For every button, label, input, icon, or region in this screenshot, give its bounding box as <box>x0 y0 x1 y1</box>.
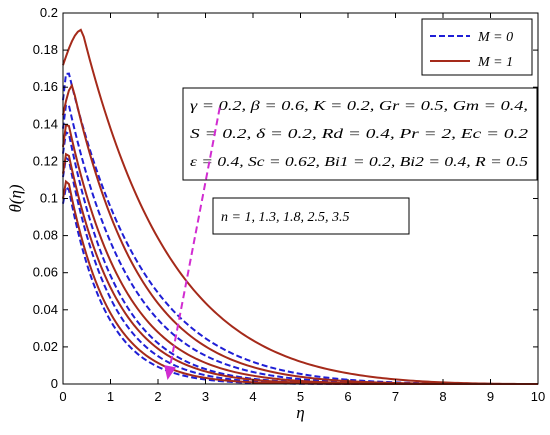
x-tick-labels: 0 1 2 3 4 5 6 7 8 9 10 <box>59 389 545 404</box>
parameter-line-3: ε = 0.4, Sc = 0.62, Bi1 = 0.2, Bi2 = 0.4… <box>190 155 528 170</box>
x-tick-label: 9 <box>487 389 494 404</box>
y-tick-label: 0.04 <box>33 302 58 317</box>
x-tick-label: 6 <box>344 389 351 404</box>
y-tick-label: 0.12 <box>33 153 58 168</box>
y-tick-label: 0.1 <box>40 191 58 206</box>
y-tick-label: 0.16 <box>33 79 58 94</box>
x-tick-label: 0 <box>59 389 66 404</box>
parameter-line-2: S = 0.2, δ = 0.2, Rd = 0.4, Pr = 2, Ec =… <box>190 127 528 142</box>
y-tick-label: 0.2 <box>40 5 58 20</box>
legend-box <box>421 18 533 76</box>
x-tick-label: 10 <box>531 389 545 404</box>
annotation: n = 1, 1.3, 1.8, 2.5, 3.5 <box>164 107 410 380</box>
x-tick-label: 3 <box>202 389 209 404</box>
y-tick-label: 0.06 <box>33 265 58 280</box>
legend-label-m0: M = 0 <box>477 30 513 45</box>
legend-label-m1: M = 1 <box>477 55 513 70</box>
annotation-arrowhead <box>164 365 177 380</box>
y-tick-label: 0.18 <box>33 42 58 57</box>
y-tick-label: 0.14 <box>33 116 58 131</box>
y-tick-label: 0 <box>51 376 58 391</box>
x-tick-label: 8 <box>439 389 446 404</box>
annotation-text: n = 1, 1.3, 1.8, 2.5, 3.5 <box>221 210 349 225</box>
annotation-arrow <box>168 107 221 371</box>
x-axis-label: η <box>296 403 304 422</box>
y-tick-labels: 0 0.02 0.04 0.06 0.08 0.1 0.12 0.14 0.16 0.18 0.2 <box>33 5 58 391</box>
x-tick-label: 7 <box>392 389 399 404</box>
x-tick-label: 1 <box>107 389 114 404</box>
x-tick-label: 4 <box>249 389 256 404</box>
legend: M = 0 M = 1 <box>421 18 533 76</box>
y-tick-label: 0.02 <box>33 339 58 354</box>
parameter-line-1: γ = 0.2, β = 0.6, K = 0.2, Gr = 0.5, Gm … <box>190 99 528 114</box>
parameter-box-frame <box>182 87 538 181</box>
annotation-box <box>212 197 410 235</box>
x-tick-label: 2 <box>154 389 161 404</box>
y-axis-label: θ(η) <box>6 184 25 212</box>
x-tick-label: 5 <box>297 389 304 404</box>
y-tick-label: 0.08 <box>33 228 58 243</box>
parameter-box: γ = 0.2, β = 0.6, K = 0.2, Gr = 0.5, Gm … <box>182 87 538 181</box>
